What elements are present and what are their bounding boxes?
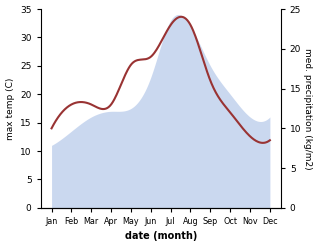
X-axis label: date (month): date (month): [125, 231, 197, 242]
Y-axis label: max temp (C): max temp (C): [5, 77, 15, 140]
Y-axis label: med. precipitation (kg/m2): med. precipitation (kg/m2): [303, 48, 313, 169]
